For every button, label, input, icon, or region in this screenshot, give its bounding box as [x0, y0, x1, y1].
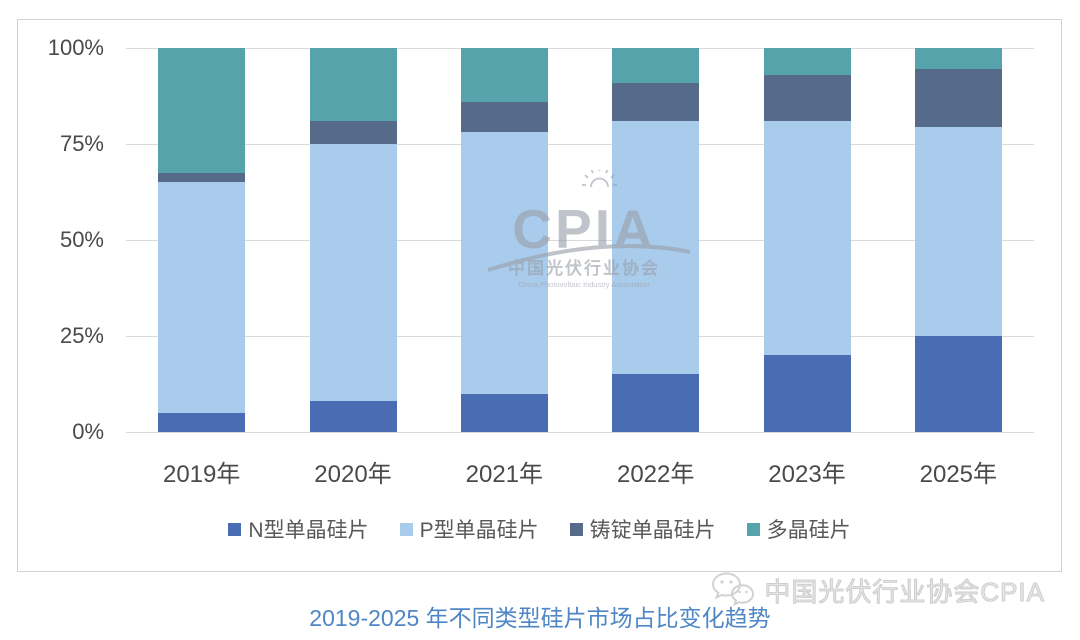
bar-segment-P型单晶硅片 [763, 120, 851, 356]
gridline [126, 240, 1034, 241]
x-axis-label: 2023年 [768, 461, 846, 488]
x-axis-label: 2021年 [465, 461, 544, 488]
bar-segment-多晶硅片 [763, 48, 851, 75]
bar-segment-N型单晶硅片 [914, 336, 1002, 432]
gridline [126, 144, 1034, 145]
chart-legend: N型单晶硅片 P型单晶硅片 铸锭单晶硅片 多晶硅片 [18, 514, 1061, 544]
bar-segment-多晶硅片 [612, 48, 700, 83]
brand-watermark-text: 中国光伏行业协会CPIA [764, 576, 1045, 607]
y-axis-label: 25% [59, 323, 104, 348]
x-axis-label: 2022年 [616, 461, 695, 488]
bar-segment-铸锭单晶硅片 [763, 74, 851, 121]
legend-item: 铸锭单晶硅片 [569, 514, 716, 544]
legend-swatch [569, 522, 583, 536]
y-axis-label: 75% [59, 131, 104, 156]
legend-label: 铸锭单晶硅片 [589, 519, 716, 542]
cpia-watermark-cn: 中国光伏行业协会 [508, 258, 660, 278]
x-axis-label: 2020年 [314, 461, 392, 488]
bar-segment-N型单晶硅片 [158, 412, 246, 432]
chart-frame: 0% 25% 50% 75% 100% 2019年 2020年 2021年 2022年 2023年… [17, 19, 1062, 572]
bar-segment-N型单晶硅片 [460, 393, 548, 432]
brand-watermark: 中国光伏行业协会CPIA [709, 571, 1045, 609]
bar-segment-铸锭单晶硅片 [460, 101, 548, 133]
bar-segment-N型单晶硅片 [612, 374, 700, 432]
bar-segment-铸锭单晶硅片 [914, 69, 1002, 127]
gridline [126, 48, 1034, 49]
bar-segment-N型单晶硅片 [763, 355, 851, 432]
bar-segment-P型单晶硅片 [309, 144, 397, 402]
bar-segment-多晶硅片 [309, 48, 397, 121]
chart-caption: 2019-2025 年不同类型硅片市场占比变化趋势 [309, 605, 771, 631]
legend-label: 多晶硅片 [766, 519, 851, 542]
bar-segment-铸锭单晶硅片 [612, 82, 700, 121]
sun-icon [582, 170, 617, 188]
legend-swatch [228, 522, 242, 536]
bar-segment-铸锭单晶硅片 [158, 172, 246, 183]
cpia-watermark-en: China Photovoltaic Industry Association [518, 280, 649, 289]
bar-segment-多晶硅片 [914, 48, 1002, 70]
legend-item: P型单晶硅片 [399, 514, 539, 544]
bar-segment-多晶硅片 [460, 48, 548, 102]
bar-segment-N型单晶硅片 [309, 401, 397, 432]
bar-segment-P型单晶硅片 [914, 126, 1002, 336]
legend-label: N型单晶硅片 [248, 519, 369, 542]
bar-segment-P型单晶硅片 [158, 182, 246, 413]
legend-item: N型单晶硅片 [228, 514, 369, 544]
gridline [126, 336, 1034, 337]
legend-item: 多晶硅片 [746, 514, 851, 544]
bar-segment-多晶硅片 [158, 48, 246, 173]
y-axis-label: 100% [47, 35, 104, 60]
wechat-icon [712, 572, 755, 607]
legend-label: P型单晶硅片 [419, 519, 539, 542]
x-axis-label: 2019年 [162, 461, 241, 488]
y-axis-label: 0% [72, 419, 104, 444]
cpia-logo-watermark: CPIA 中国光伏行业协会 China Photovoltaic Industr… [487, 170, 691, 289]
x-axis-label: 2025年 [919, 461, 998, 488]
bar-segment-铸锭单晶硅片 [309, 120, 397, 144]
legend-swatch [399, 522, 413, 536]
legend-swatch [746, 522, 760, 536]
swoosh-arc [487, 244, 691, 272]
gridline [126, 432, 1034, 433]
y-axis-label: 50% [59, 227, 104, 252]
